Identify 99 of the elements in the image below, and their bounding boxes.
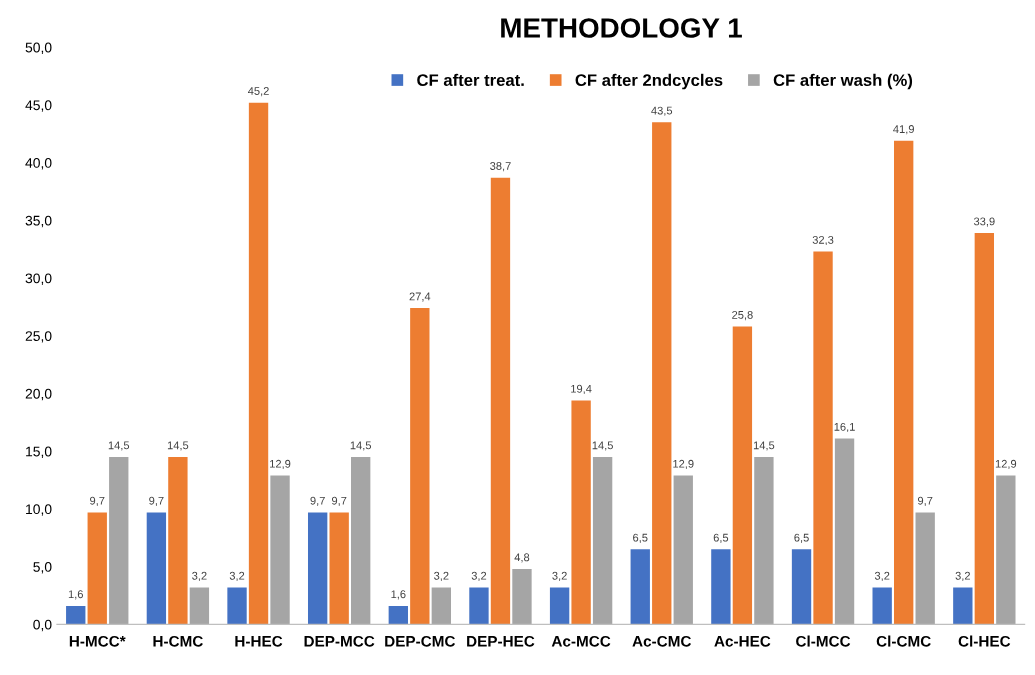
legend-label: CF after 2ndcycles <box>575 73 723 90</box>
bar <box>652 122 672 625</box>
data-label: 9,7 <box>310 496 325 506</box>
bar <box>732 326 753 625</box>
bar <box>308 512 328 625</box>
bar <box>630 549 650 625</box>
legend-label: CF after wash (%) <box>773 73 913 90</box>
data-label: 14,5 <box>167 441 189 451</box>
bar <box>66 605 86 625</box>
data-label: 3,2 <box>874 571 890 581</box>
x-tick-label: Cl-MCC <box>796 635 851 647</box>
bar <box>996 475 1016 625</box>
y-tick-label: 45,0 <box>25 100 52 112</box>
data-label: 25,8 <box>732 310 753 321</box>
bar <box>351 457 371 625</box>
data-label: 6,5 <box>713 533 729 543</box>
bar <box>592 457 613 625</box>
bar <box>248 102 269 625</box>
bar <box>146 512 167 625</box>
data-label: 14,5 <box>108 441 130 451</box>
data-label: 14,5 <box>753 441 775 451</box>
bar <box>512 568 532 625</box>
data-label: 12,9 <box>270 459 291 470</box>
x-tick-label: DEP-HEC <box>467 635 535 647</box>
data-label: 3,2 <box>192 571 207 581</box>
data-label: 33,9 <box>973 217 995 227</box>
data-label: 45,2 <box>247 87 269 97</box>
data-label: 41,9 <box>893 125 914 135</box>
y-tick-label: 35,0 <box>25 215 52 228</box>
bar <box>571 400 591 625</box>
data-label: 9,7 <box>90 496 105 506</box>
x-tick-label: H-CMC <box>153 635 203 647</box>
bar <box>227 587 247 625</box>
bar <box>549 587 570 625</box>
bar <box>87 512 107 625</box>
bar <box>168 457 188 625</box>
y-tick-label: 50,0 <box>25 42 52 55</box>
bar <box>469 587 489 625</box>
bar <box>490 177 511 625</box>
data-label: 3,2 <box>229 571 245 581</box>
x-tick-label: Cl-HEC <box>958 635 1011 647</box>
bar <box>974 233 995 625</box>
data-label: 43,5 <box>651 106 673 116</box>
bar <box>872 587 892 625</box>
bar <box>270 475 290 625</box>
x-tick-label: Ac-CMC <box>632 635 692 647</box>
bar <box>431 587 451 625</box>
data-label: 12,9 <box>673 459 694 470</box>
bar <box>109 457 129 625</box>
bar <box>189 587 210 625</box>
bar <box>953 587 973 625</box>
data-label: 16,1 <box>834 422 855 433</box>
y-tick-label: 25,0 <box>25 331 52 343</box>
data-label: 27,4 <box>409 292 431 302</box>
data-label: 9,7 <box>331 496 347 506</box>
data-label: 1,6 <box>68 590 83 600</box>
bar <box>791 549 812 625</box>
data-label: 3,2 <box>471 571 487 581</box>
data-label: 38,7 <box>490 162 511 172</box>
data-label: 19,4 <box>571 384 592 395</box>
bar <box>813 251 833 625</box>
y-tick-label: 40,0 <box>25 158 52 170</box>
y-tick-label: 20,0 <box>25 388 52 401</box>
y-tick-label: 0,0 <box>33 619 52 632</box>
bar <box>410 308 430 625</box>
bar <box>915 512 935 625</box>
data-label: 9,7 <box>917 496 933 506</box>
y-tick-label: 30,0 <box>25 273 52 285</box>
x-tick-label: DEP-CMC <box>385 635 456 647</box>
bar <box>754 457 774 625</box>
bar <box>834 438 855 625</box>
data-label: 3,2 <box>552 571 567 581</box>
legend-label: CF after treat. <box>417 73 524 87</box>
bar <box>329 512 349 625</box>
data-label: 6,5 <box>633 533 648 543</box>
data-label: 9,7 <box>149 496 164 506</box>
y-tick-label: 10,0 <box>26 504 52 516</box>
bar <box>673 475 693 625</box>
x-tick-label: H-HEC <box>235 635 283 647</box>
bar <box>388 605 408 625</box>
y-tick-label: 5,0 <box>33 562 52 574</box>
y-tick-label: 15,0 <box>26 446 52 459</box>
data-label: 12,9 <box>995 459 1017 470</box>
data-label: 32,3 <box>812 235 834 246</box>
bar <box>711 549 731 625</box>
data-label: 1,6 <box>391 590 406 600</box>
x-tick-label: DEP-MCC <box>304 635 375 647</box>
x-tick-label: H-MCC* <box>69 635 126 647</box>
x-tick-label: Ac-HEC <box>714 635 771 647</box>
data-label: 14,5 <box>592 441 613 451</box>
bar <box>894 140 914 625</box>
data-label: 6,5 <box>794 533 809 543</box>
data-label: 3,2 <box>434 571 449 581</box>
x-tick-label: Ac-MCC <box>551 635 611 647</box>
x-tick-label: Cl-CMC <box>876 635 931 647</box>
data-label: 4,8 <box>514 553 530 563</box>
data-label: 3,2 <box>955 571 970 581</box>
data-label: 14,5 <box>350 441 372 451</box>
chart-title: METHODOLOGY 1 <box>501 18 742 38</box>
